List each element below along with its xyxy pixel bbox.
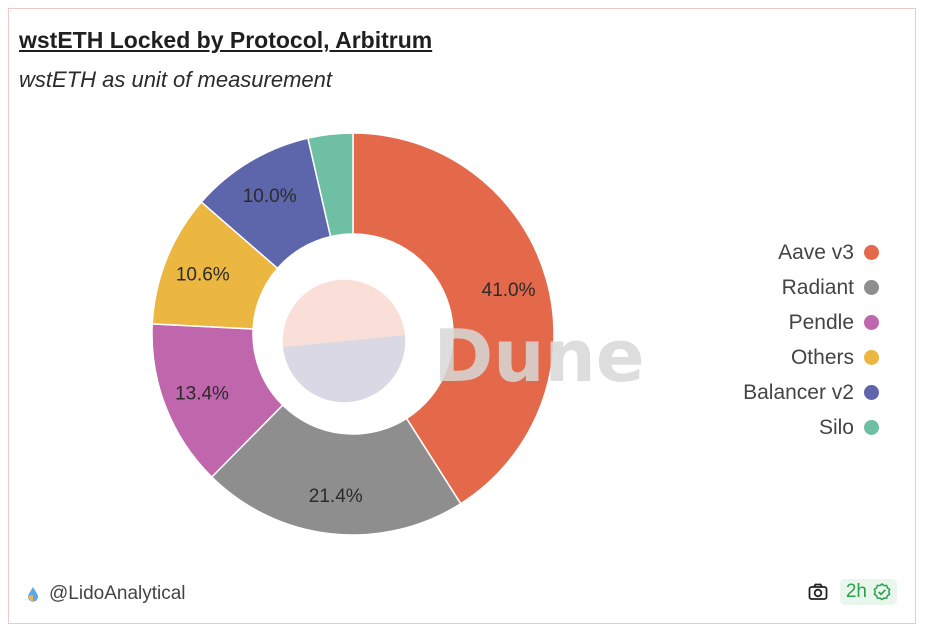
legend-item-radiant[interactable]: Radiant — [743, 270, 879, 305]
refresh-badge[interactable]: 2h — [839, 579, 897, 605]
author-name[interactable]: @LidoAnalytical — [49, 583, 186, 604]
chart-title[interactable]: wstETH Locked by Protocol, Arbitrum — [19, 27, 433, 53]
legend-label: Balancer v2 — [743, 380, 854, 404]
donut-chart: 41.0% 21.4% 13.4% 10.6% 10.0% Dune — [151, 132, 645, 536]
chart-card: wstETH Locked by Protocol, Arbitrum wstE… — [8, 8, 916, 624]
legend-item-balancer-v2[interactable]: Balancer v2 — [743, 375, 879, 410]
dune-logo-center — [282, 279, 406, 403]
slice-silo[interactable] — [307, 132, 354, 238]
camera-icon[interactable] — [808, 583, 828, 601]
legend-item-silo[interactable]: Silo — [743, 410, 879, 445]
slice-label-pendle: 13.4% — [175, 384, 229, 405]
slice-aave-v3[interactable] — [352, 132, 555, 505]
legend-swatch — [864, 280, 879, 295]
slice-radiant[interactable] — [210, 404, 462, 536]
legend-swatch — [864, 385, 879, 400]
slice-label-balancer-v2: 10.0% — [243, 186, 297, 207]
legend-label: Others — [790, 345, 854, 369]
author-attribution[interactable]: @LidoAnalytical — [27, 583, 186, 605]
legend-label: Radiant — [781, 275, 854, 299]
legend-label: Pendle — [788, 310, 854, 334]
slice-labels: 41.0% 21.4% 13.4% 10.6% 10.0% — [175, 186, 536, 507]
legend-swatch — [864, 315, 879, 330]
slice-label-radiant: 21.4% — [309, 486, 363, 507]
legend-label: Silo — [818, 415, 854, 439]
lido-drop-icon — [28, 587, 38, 602]
footer-actions: 2h — [808, 579, 897, 605]
legend-swatch — [864, 245, 879, 260]
chart-legend: Aave v3 Radiant Pendle Others Balancer v2 Sil… — [743, 235, 879, 445]
legend-item-pendle[interactable]: Pendle — [743, 305, 879, 340]
dune-watermark: Dune — [433, 314, 644, 398]
slice-label-others: 10.6% — [176, 264, 230, 285]
legend-item-others[interactable]: Others — [743, 340, 879, 375]
check-badge-icon — [873, 583, 891, 601]
legend-swatch — [864, 420, 879, 435]
donut-slices — [151, 132, 555, 536]
refresh-age: 2h — [845, 581, 867, 602]
chart-subtitle: wstETH as unit of measurement — [19, 67, 333, 92]
legend-swatch — [864, 350, 879, 365]
slice-label-aave-v3: 41.0% — [482, 280, 536, 301]
legend-item-aave-v3[interactable]: Aave v3 — [743, 235, 879, 270]
legend-label: Aave v3 — [778, 240, 854, 264]
